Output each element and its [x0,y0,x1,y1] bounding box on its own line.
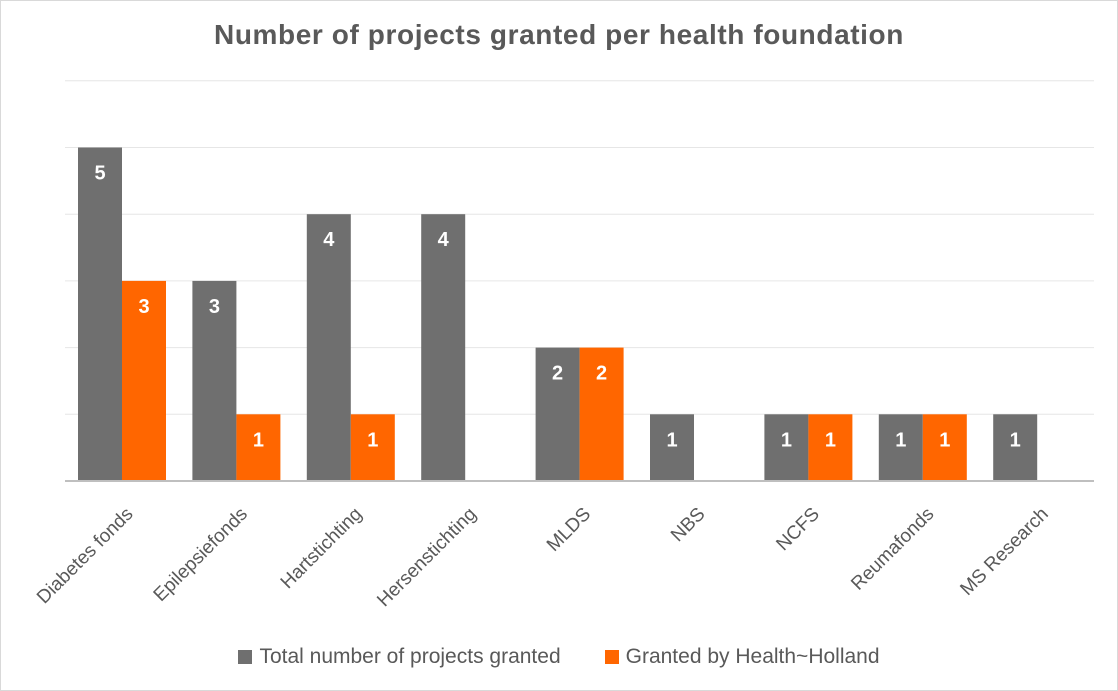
bar-total [306,214,351,481]
data-label: 2 [596,363,607,385]
data-label: 1 [939,429,950,451]
legend-item-total: Total number of projects granted [238,645,561,669]
data-label: 5 [94,163,105,185]
category-label: Hersenstichting [373,504,480,611]
bar-total [421,214,466,481]
legend-label-health-holland: Granted by Health~Holland [625,645,880,668]
data-label: 1 [666,429,677,451]
legend-label-total: Total number of projects granted [259,645,561,668]
bar-total [535,347,580,481]
bar-health-holland [579,347,624,481]
bar-total [192,280,237,481]
data-label: 1 [895,429,906,451]
data-label: 1 [825,429,836,451]
legend-swatch-health-holland [604,650,619,664]
data-label: 1 [781,429,792,451]
bar-total [764,414,809,481]
category-label: Diabetes fonds [33,504,137,608]
data-label: 4 [323,229,335,251]
chart-legend: Total number of projects granted Granted… [1,645,1117,669]
bar-health-holland [922,414,967,481]
data-label: 3 [138,296,149,318]
bar-chart-plot: 5 3 Diabetes fonds 3 1 Epilepsiefonds 4 1 Hartst… [33,80,1094,611]
bar-total [993,414,1038,481]
chart-title: Number of projects granted per health fo… [214,19,904,50]
legend-swatch-total [238,650,253,664]
category-label: NCFS [773,504,824,555]
data-label: 1 [367,429,378,451]
data-label: 2 [552,363,563,385]
data-label: 1 [253,429,264,451]
data-label: 3 [209,296,220,318]
bar-health-holland [122,280,166,481]
category-label: MLDS [543,504,595,556]
bar-total [78,147,122,481]
legend-item-health-holland: Granted by Health~Holland [604,645,880,669]
bar-total [878,414,923,481]
data-label: 1 [1010,429,1021,451]
category-label: NBS [667,504,709,546]
bar-health-holland [236,414,281,481]
data-label: 4 [438,229,450,251]
category-label: Reumafonds [847,504,938,595]
bar-total [650,414,694,481]
bar-health-holland [808,414,853,481]
bar-health-holland [350,414,395,481]
category-label: Epilepsiefonds [150,504,252,606]
category-label: Hartstichting [277,504,367,594]
category-label: MS Research [956,504,1052,600]
